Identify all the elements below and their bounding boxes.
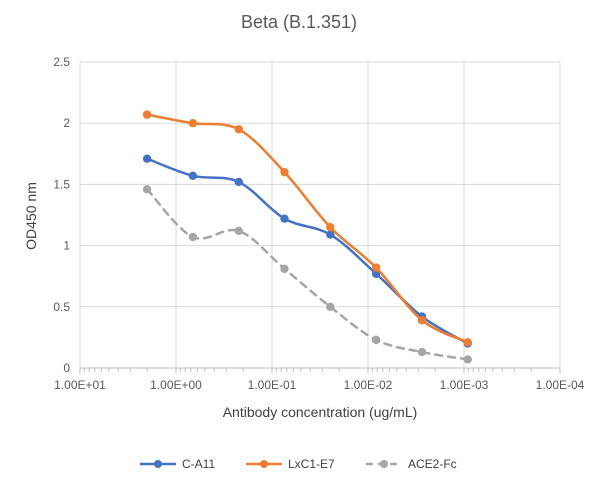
x-tick-label: 1.00E-03 [440,378,489,392]
y-tick-label: 2.5 [53,55,70,69]
legend-marker [260,460,268,468]
data-point [142,154,152,163]
data-point [417,347,427,357]
chart-title: Beta (B.1.351) [241,12,357,32]
data-point [463,355,472,364]
legend-label: LxC1-E7 [288,457,335,471]
data-point [417,316,427,325]
legend: C-A11 LxC1-E7 ACE2-Fc [140,457,457,471]
data-point [142,110,152,119]
data-point [371,335,381,345]
legend-label: ACE2-Fc [408,457,457,471]
x-tick-label: 1.00E+01 [54,378,106,392]
series-line-1 [145,113,469,344]
legend-label: C-A11 [182,457,215,471]
x-tick-label: 1.00E+00 [150,378,202,392]
data-point [326,302,335,311]
data-point [234,177,243,187]
legend-marker [154,460,162,468]
x-axis-ticks: 1.00E+01 1.00E+00 1.00E-01 1.00E-02 1.00E-03… [54,378,585,392]
y-tick-label: 2 [63,116,70,130]
data-point [188,171,198,181]
y-axis-ticks: 0 0.5 1 1.5 2 2.5 [53,55,70,375]
data-point [234,226,243,236]
data-point [371,263,381,272]
data-point [234,125,243,134]
data-point [188,232,198,242]
data-point [280,264,289,274]
data-point [188,119,198,128]
x-tick-label: 1.00E-04 [536,378,585,392]
data-point [142,185,152,194]
gridlines [79,61,561,368]
x-tick-label: 1.00E-01 [248,378,297,392]
data-point [280,214,289,223]
axes [79,367,561,374]
y-axis-label: OD450 nm [23,182,39,250]
y-tick-label: 0 [63,361,70,375]
data-point [326,223,335,232]
series-group [142,110,472,364]
data-point [463,338,472,347]
legend-marker [380,460,388,468]
x-axis-label: Antibody concentration (ug/mL) [223,404,418,420]
y-tick-label: 1.5 [53,177,70,191]
series-line-2 [145,188,469,361]
y-tick-label: 0.5 [53,300,70,314]
x-tick-label: 1.00E-02 [344,378,393,392]
data-point [280,167,289,177]
data-point [326,230,335,239]
y-tick-label: 1 [63,239,70,253]
